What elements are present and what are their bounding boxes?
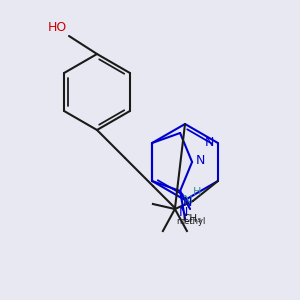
Text: N: N: [183, 194, 193, 206]
Text: HO: HO: [48, 21, 67, 34]
Text: N: N: [183, 196, 193, 209]
Text: methyl: methyl: [176, 217, 206, 226]
Text: methyl: methyl: [190, 223, 195, 224]
Text: N: N: [205, 136, 214, 148]
Text: N: N: [196, 154, 206, 167]
Text: N: N: [178, 206, 188, 219]
Text: CH₃: CH₃: [182, 214, 202, 224]
Text: H: H: [193, 187, 201, 197]
